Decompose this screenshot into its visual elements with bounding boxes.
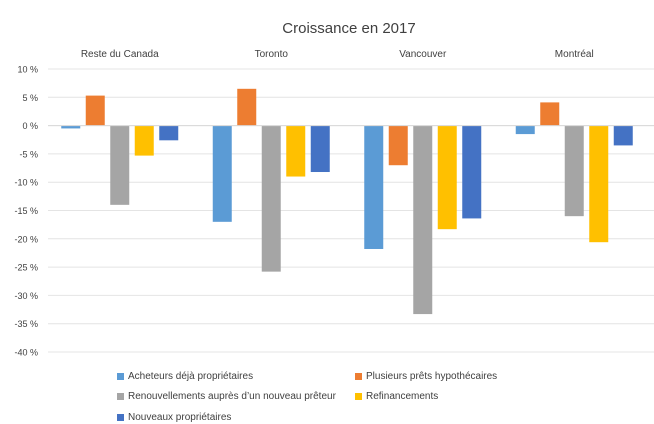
category-label: Vancouver xyxy=(399,49,447,60)
bar[interactable] xyxy=(85,95,105,126)
y-tick-label: -20 % xyxy=(14,234,38,244)
y-tick-label: -15 % xyxy=(14,206,38,216)
y-tick-label: -10 % xyxy=(14,178,38,188)
bar[interactable] xyxy=(286,125,306,177)
bars xyxy=(61,88,633,315)
y-tick-label: 10 % xyxy=(17,65,38,75)
chart-title: Croissance en 2017 xyxy=(282,20,415,37)
bar[interactable] xyxy=(515,125,535,135)
y-tick-label: -35 % xyxy=(14,319,38,329)
bar[interactable] xyxy=(261,125,281,272)
bar[interactable] xyxy=(388,125,408,166)
y-tick-label: 5 % xyxy=(22,93,38,103)
category-labels: Reste du Canada Toronto Vancouver Montréal xyxy=(81,49,594,60)
y-tick-label: -5 % xyxy=(19,149,38,159)
bar[interactable] xyxy=(237,88,257,126)
category-label: Reste du Canada xyxy=(81,49,159,60)
bar[interactable] xyxy=(159,125,179,141)
bar[interactable] xyxy=(613,125,633,146)
bar[interactable] xyxy=(364,125,384,249)
bar[interactable] xyxy=(310,125,330,173)
bar[interactable] xyxy=(462,125,482,219)
bar[interactable] xyxy=(134,125,154,156)
bar[interactable] xyxy=(564,125,584,217)
category-label: Montréal xyxy=(555,49,594,60)
bar[interactable] xyxy=(110,125,130,205)
y-tick-label: 0 % xyxy=(22,121,38,131)
bar[interactable] xyxy=(61,125,81,129)
bar[interactable] xyxy=(437,125,457,230)
y-tick-label: -40 % xyxy=(14,348,38,358)
y-tick-label: -25 % xyxy=(14,263,38,273)
category-label: Toronto xyxy=(255,49,289,60)
bar[interactable] xyxy=(540,102,560,126)
y-tick-label: -30 % xyxy=(14,291,38,301)
gridlines xyxy=(48,68,654,353)
bar[interactable] xyxy=(589,125,609,243)
bar[interactable] xyxy=(212,125,232,222)
bar[interactable] xyxy=(413,125,433,315)
y-axis-tick-labels: 10 % 5 % 0 % -5 % -10 % -15 % -20 % -25 % -30 % -… xyxy=(14,65,38,358)
